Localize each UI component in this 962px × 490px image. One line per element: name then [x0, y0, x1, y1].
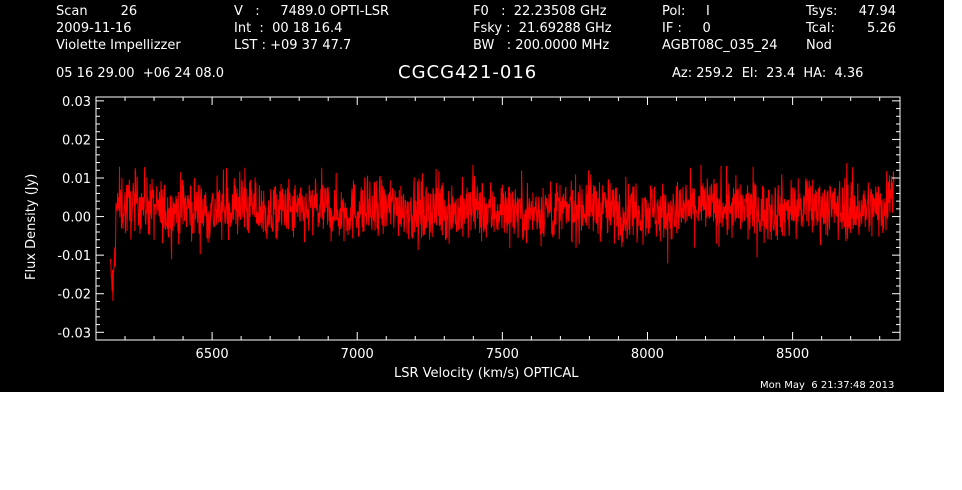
- tcal-value: 5.26: [867, 21, 896, 36]
- spectrum-line: [110, 163, 895, 301]
- lst-readout: LST : +09 37 47.7: [234, 38, 352, 53]
- y-tick-label: -0.01: [57, 249, 91, 264]
- y-tick-label: -0.02: [57, 288, 91, 303]
- scan-number-label: Scan 26: [56, 4, 138, 19]
- velocity-readout: V : 7489.0 OPTI-LSR: [234, 4, 390, 19]
- spectrum-chart: 6500 7000 7500 8000 8500 -0.03 -0.02 -0.01 0.00 0…: [57, 95, 901, 362]
- plot-frame: [95, 96, 901, 341]
- source-name: CGCG421-016: [398, 62, 538, 83]
- y-tick-label: 0.01: [62, 172, 91, 187]
- spectrum-series-group: [110, 163, 895, 301]
- x-tick-label: 7500: [486, 347, 519, 362]
- project-id: AGBT08C_035_24: [662, 38, 778, 53]
- axis-ticks: 6500 7000 7500 8000 8500 -0.03 -0.02 -0.01 0.00 0…: [57, 95, 900, 362]
- sky-frequency: Fsky : 21.69288 GHz: [473, 21, 612, 36]
- y-tick-label: 0.02: [62, 133, 91, 148]
- y-tick-label: 0.00: [62, 211, 91, 226]
- y-tick-label: 0.03: [62, 95, 91, 110]
- rest-frequency: F0 : 22.23508 GHz: [473, 4, 607, 19]
- tsys-label: Tsys:: [806, 4, 838, 19]
- observation-date: 2009-11-16: [56, 21, 132, 36]
- x-tick-label: 7000: [341, 347, 374, 362]
- observer-name: Violette Impellizzer: [56, 38, 181, 53]
- x-tick-label: 8000: [631, 347, 664, 362]
- plot-timestamp: Mon May 6 21:37:48 2013: [760, 380, 895, 391]
- y-tick-label: -0.03: [57, 326, 91, 341]
- x-tick-label: 6500: [196, 347, 229, 362]
- az-el-ha-readout: Az: 259.2 El: 23.4 HA: 4.36: [672, 66, 864, 81]
- if-number: IF : 0: [662, 21, 711, 36]
- nod-label: Nod: [806, 38, 832, 53]
- plot-window: Scan 26 2009-11-16 Violette Impellizzer …: [0, 0, 944, 392]
- x-axis-label: LSR Velocity (km/s) OPTICAL: [394, 366, 579, 381]
- polarization: Pol: I: [662, 4, 710, 19]
- tsys-value: 47.94: [858, 4, 896, 19]
- bandwidth: BW : 200.0000 MHz: [473, 38, 610, 53]
- tcal-label: Tcal:: [806, 21, 835, 36]
- integration-time: Int : 00 18 16.4: [234, 21, 343, 36]
- source-coordinates: 05 16 29.00 +06 24 08.0: [56, 66, 225, 81]
- x-tick-label: 8500: [776, 347, 809, 362]
- y-axis-label: Flux Density (Jy): [24, 173, 39, 280]
